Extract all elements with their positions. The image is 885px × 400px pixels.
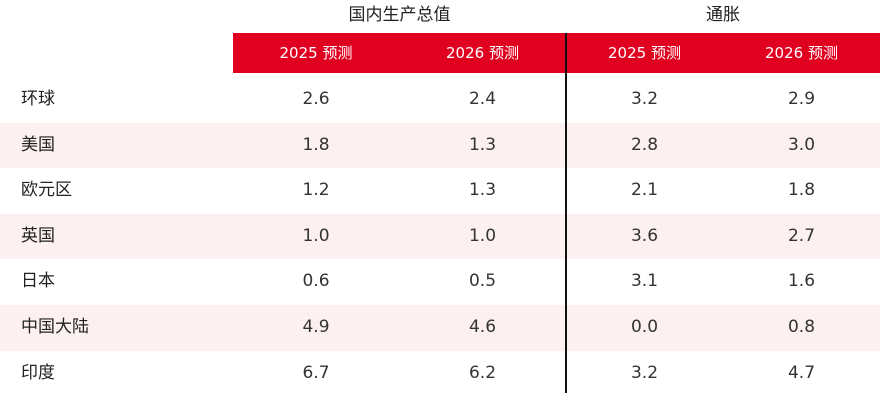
table-cell: 4.6 (468, 316, 497, 337)
row-label: 美国 (21, 134, 55, 155)
inflation-group-header: 通胀 (706, 5, 740, 25)
table-cell: 2.8 (630, 134, 659, 155)
row-label: 中国大陆 (21, 316, 89, 337)
table-row: 环球 2.6 2.4 3.2 2.9 (0, 77, 880, 123)
table-cell: 2.7 (787, 225, 816, 246)
column-header-inflation-2026: 2026 预测 (765, 44, 838, 62)
column-header-gdp-2025: 2025 预测 (279, 44, 353, 62)
column-header-gdp-2026: 2026 预测 (446, 44, 519, 62)
table-cell: 1.0 (302, 225, 330, 246)
table-cell: 4.9 (302, 316, 330, 337)
table-cell: 1.2 (302, 180, 330, 201)
table-cell: 2.4 (468, 89, 497, 109)
forecast-table-body: 环球 2.6 2.4 3.2 2.9 美国 1.8 1.3 2.8 3.0 欧元… (0, 77, 880, 396)
table-cell: 0.0 (630, 316, 659, 337)
table-cell: 3.2 (630, 89, 659, 109)
gdp-group-header: 国内生产总值 (348, 5, 451, 25)
row-label: 印度 (21, 362, 55, 383)
table-cell: 3.2 (630, 362, 659, 383)
table-row: 印度 6.7 6.2 3.2 4.7 (0, 351, 880, 397)
table-cell: 4.7 (787, 362, 816, 383)
table-cell: 0.6 (302, 271, 330, 292)
table-cell: 1.8 (787, 180, 816, 201)
table-cell: 0.5 (468, 271, 497, 292)
table-cell: 1.6 (787, 271, 816, 292)
table-cell: 6.2 (468, 362, 497, 383)
table-row: 日本 0.6 0.5 3.1 1.6 (0, 259, 880, 305)
table-cell: 3.6 (630, 225, 659, 246)
table-row: 美国 1.8 1.3 2.8 3.0 (0, 122, 880, 169)
table-row: 欧元区 1.2 1.3 2.1 1.8 (0, 168, 880, 214)
table-cell: 1.3 (468, 180, 497, 201)
row-label: 日本 (21, 271, 55, 292)
table-cell: 1.8 (302, 134, 330, 155)
table-cell: 2.1 (630, 180, 659, 201)
row-label: 环球 (21, 89, 55, 109)
table-cell: 3.1 (630, 271, 659, 292)
column-header-bar: 2025 预测 2026 预测 2025 预测 2026 预测 (233, 33, 880, 73)
table-row: 英国 1.0 1.0 3.6 2.7 (0, 213, 880, 260)
table-row: 中国大陆 4.9 4.6 0.0 0.8 (0, 304, 880, 351)
table-cell: 2.6 (302, 89, 330, 109)
table-cell: 2.9 (787, 89, 816, 109)
table-cell: 1.3 (468, 134, 497, 155)
table-cell: 0.8 (787, 316, 816, 337)
row-label: 英国 (21, 225, 55, 246)
table-cell: 1.0 (468, 225, 497, 246)
column-header-inflation-2025: 2025 预测 (608, 44, 681, 62)
table-cell: 3.0 (787, 134, 816, 155)
section-divider (565, 33, 567, 393)
table-cell: 6.7 (302, 362, 330, 383)
row-label: 欧元区 (21, 180, 72, 201)
